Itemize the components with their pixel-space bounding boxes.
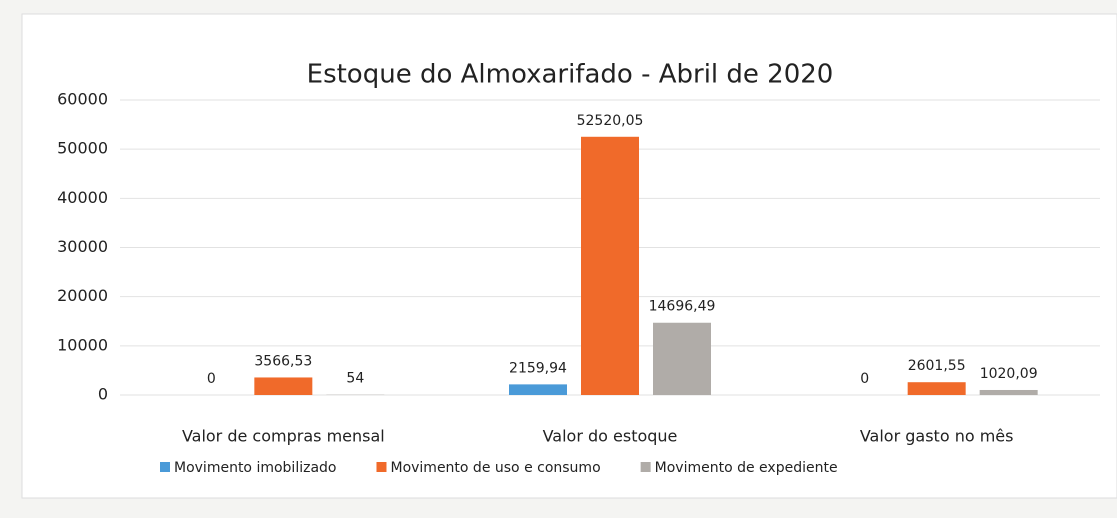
y-tick-label: 20000 [57,286,108,305]
y-tick-label: 30000 [57,237,108,256]
bar [581,136,639,395]
data-label: 0 [207,371,216,387]
data-label: 3566,53 [254,353,312,369]
y-tick-label: 10000 [57,335,108,354]
legend-label: Movimento de expediente [655,460,838,476]
x-tick-label: Valor de compras mensal [182,427,385,446]
legend-swatch [376,462,387,472]
data-label: 2601,55 [908,358,966,374]
bar [509,384,567,395]
data-label: 1020,09 [980,366,1038,382]
data-label: 54 [346,371,364,387]
data-label: 2159,94 [509,360,567,376]
legend-label: Movimento de uso e consumo [390,460,600,476]
data-label: 0 [860,371,869,387]
bar [653,322,711,395]
bar [907,382,966,395]
y-tick-label: 40000 [57,188,108,207]
bar [254,377,313,395]
x-tick-label: Valor gasto no mês [860,427,1014,446]
legend-swatch [160,462,170,472]
legend-label: Movimento imobilizado [174,460,336,476]
bar [979,389,1038,395]
chart-title: Estoque do Almoxarifado - Abril de 2020 [307,60,834,90]
data-label: 14696,49 [649,299,716,315]
data-label: 52520,05 [577,113,644,129]
chart-background [21,13,1117,499]
y-tick-label: 60000 [57,90,108,109]
y-tick-label: 50000 [57,139,108,158]
x-tick-label: Valor do estoque [543,427,678,446]
y-tick-label: 0 [98,385,108,404]
legend-swatch [640,462,651,472]
